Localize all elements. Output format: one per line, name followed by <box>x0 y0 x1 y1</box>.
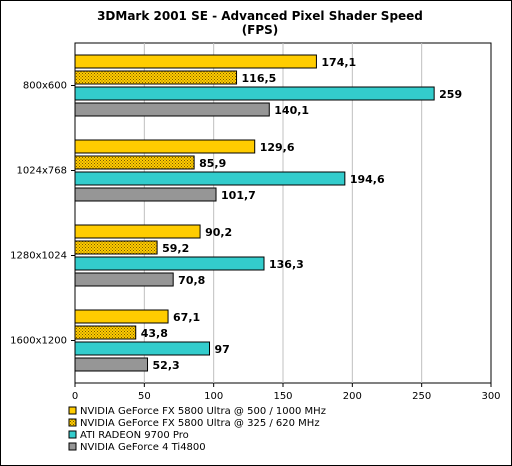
category-label: 800x600 <box>23 81 67 92</box>
legend-label: NVIDIA GeForce 4 Ti4800 <box>80 442 206 453</box>
plot-area: 0 50 100 150 200 250 300 800x600 174,1 116,5 259 14… <box>10 42 501 402</box>
legend: NVIDIA GeForce FX 5800 Ultra @ 500 / 100… <box>68 406 326 453</box>
legend-swatch <box>68 418 77 427</box>
value-label: 194,6 <box>350 173 385 186</box>
value-label: 136,3 <box>269 258 304 271</box>
legend-label: NVIDIA GeForce FX 5800 Ultra @ 500 / 100… <box>80 406 326 417</box>
bar <box>74 171 346 186</box>
bar <box>74 325 137 340</box>
x-tick-label: 200 <box>343 391 362 402</box>
legend-label: ATI RADEON 9700 Pro <box>80 430 189 441</box>
x-tick-label: 0 <box>72 391 78 402</box>
bar <box>74 70 238 85</box>
category-label: 1280x1024 <box>10 251 67 262</box>
x-tick-label: 100 <box>204 391 223 402</box>
category-label: 1600x1200 <box>10 336 67 347</box>
x-tick-label: 50 <box>138 391 151 402</box>
x-tick-label: 250 <box>412 391 431 402</box>
value-label: 85,9 <box>199 157 226 170</box>
x-tick-label: 300 <box>481 391 500 402</box>
bar <box>74 139 256 154</box>
value-label: 70,8 <box>178 274 205 287</box>
legend-swatch <box>68 430 77 439</box>
legend-swatch <box>68 406 77 415</box>
value-label: 43,8 <box>141 327 168 340</box>
bar <box>74 54 317 69</box>
legend-label: NVIDIA GeForce FX 5800 Ultra @ 325 / 620… <box>80 418 320 429</box>
value-label: 129,6 <box>260 141 295 154</box>
chart-subtitle: (FPS) <box>242 23 279 37</box>
bar <box>74 309 169 324</box>
value-label: 116,5 <box>242 72 277 85</box>
value-label: 101,7 <box>221 189 256 202</box>
bar <box>74 102 270 117</box>
legend-swatch <box>68 442 77 451</box>
bar <box>74 240 158 255</box>
bar <box>74 155 195 170</box>
bar <box>74 224 201 239</box>
x-tick-label: 150 <box>273 391 292 402</box>
category-label: 1024x768 <box>17 166 67 177</box>
value-label: 90,2 <box>205 226 232 239</box>
bar <box>74 187 217 202</box>
bar <box>74 256 265 271</box>
value-label: 52,3 <box>153 359 180 372</box>
chart-title: 3DMark 2001 SE - Advanced Pixel Shader S… <box>97 9 423 23</box>
value-label: 140,1 <box>274 104 309 117</box>
bar <box>74 341 211 356</box>
value-label: 59,2 <box>162 242 189 255</box>
value-label: 67,1 <box>173 311 200 324</box>
value-label: 174,1 <box>321 56 356 69</box>
bar <box>74 357 149 372</box>
value-label: 259 <box>439 88 462 101</box>
bar <box>74 86 435 101</box>
bar <box>74 272 174 287</box>
value-label: 97 <box>215 343 230 356</box>
